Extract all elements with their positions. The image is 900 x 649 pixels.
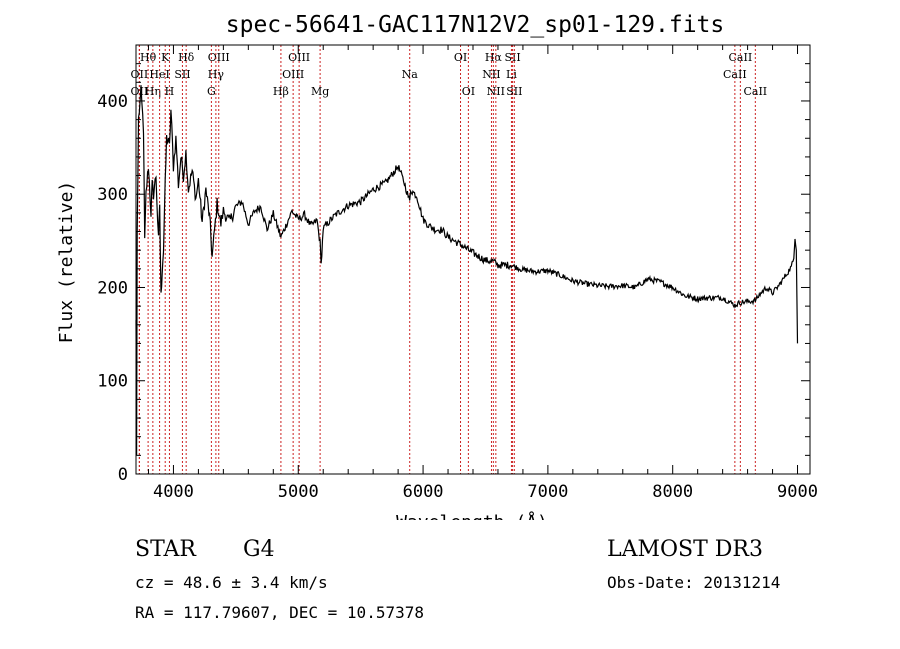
spectral-line-label: K bbox=[161, 51, 170, 64]
survey-name: LAMOST DR3 bbox=[607, 537, 763, 562]
object-class: STAR bbox=[135, 537, 196, 562]
spectral-line-label: CaII bbox=[743, 85, 767, 98]
spectral-line-label: Hα bbox=[485, 51, 503, 64]
y-tick-label: 400 bbox=[97, 92, 128, 112]
x-tick-label: 6000 bbox=[403, 482, 444, 502]
spectral-line-label: OI bbox=[462, 85, 475, 98]
spectral-line-label: CaII bbox=[729, 51, 753, 64]
spectral-line-label: SII bbox=[504, 51, 520, 64]
spectral-line-label: NII bbox=[482, 68, 500, 81]
spectral-line-label: OIII bbox=[288, 51, 310, 64]
observation-date: Obs-Date: 20131214 bbox=[607, 573, 781, 592]
x-tick-label: 4000 bbox=[153, 482, 194, 502]
spectral-line-label: Mg bbox=[311, 85, 329, 98]
chart-title: spec-56641-GAC117N12V2_sp01-129.fits bbox=[226, 12, 725, 38]
spectrum-series-line bbox=[135, 85, 799, 456]
axis-ticks-layer: 4000 5000 6000 7000 8000 9000 0 100 200 300 400 bbox=[97, 44, 818, 502]
spectral-line-label: NII bbox=[487, 85, 505, 98]
spectral-line-label: OI bbox=[454, 51, 467, 64]
y-tick-label: 0 bbox=[118, 465, 128, 485]
spectral-line-label: Hδ bbox=[178, 51, 195, 64]
spectrum-chart: spec-56641-GAC117N12V2_sp01-129.fits OII… bbox=[56, 12, 818, 520]
spectral-line-label: HeI bbox=[149, 68, 169, 81]
spectral-line-label: Hη bbox=[145, 85, 161, 98]
spectral-line-label: Li bbox=[506, 68, 517, 81]
x-tick-label: 7000 bbox=[527, 482, 568, 502]
spectral-line-label: Hβ bbox=[273, 85, 289, 98]
x-tick-label: 5000 bbox=[278, 482, 319, 502]
x-axis-label: Wavelength (Å) bbox=[396, 511, 548, 520]
spectral-line-label: H bbox=[165, 85, 175, 98]
redshift-info: cz = 48.6 ± 3.4 km/s bbox=[135, 573, 328, 592]
x-tick-label: 8000 bbox=[652, 482, 693, 502]
y-tick-label: 200 bbox=[97, 278, 128, 298]
y-tick-label: 100 bbox=[97, 372, 128, 392]
y-axis-label: Flux (relative) bbox=[56, 181, 77, 344]
x-tick-label: 9000 bbox=[777, 482, 818, 502]
coordinates-info: RA = 117.79607, DEC = 10.57378 bbox=[135, 603, 424, 622]
spectral-line-label: SII bbox=[506, 85, 522, 98]
spectral-line-label: OIII bbox=[208, 51, 230, 64]
spectral-line-label: Hγ bbox=[208, 68, 225, 81]
spectral-line-label: OIII bbox=[282, 68, 304, 81]
spectral-line-label: SII bbox=[174, 68, 190, 81]
plot-frame bbox=[135, 44, 811, 475]
spectral-line-label: Na bbox=[402, 68, 419, 81]
spectral-line-label: G bbox=[207, 85, 216, 98]
spectral-line-label: OII bbox=[131, 85, 149, 98]
y-tick-label: 300 bbox=[97, 185, 128, 205]
spectral-line-label: CaII bbox=[723, 68, 747, 81]
spectral-line-label: Hθ bbox=[140, 51, 157, 64]
object-subclass: G4 bbox=[243, 537, 275, 562]
